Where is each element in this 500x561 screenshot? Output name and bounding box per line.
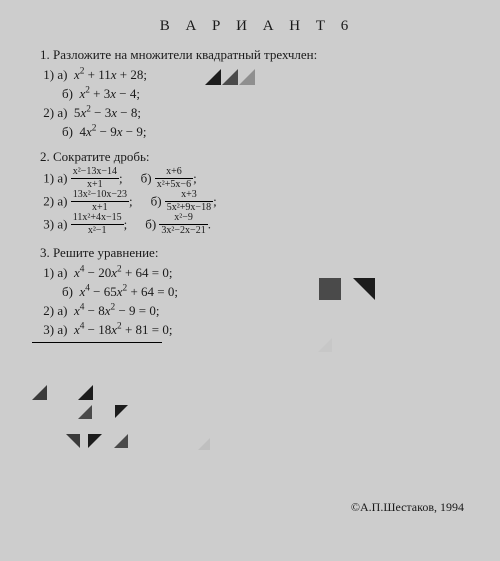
t2r2a-num: 13x²−10x−23 [71, 190, 129, 202]
task2-heading: 2. Сократите дробь: [28, 149, 466, 165]
artifact-icon [222, 69, 238, 85]
t2r1b-num: x+6 [155, 167, 193, 179]
artifact-icon [318, 338, 332, 352]
variant-title: В А Р И А Н Т 6 [28, 18, 466, 35]
artifact-icon [78, 405, 92, 419]
artifact-icon [32, 385, 47, 400]
task1-heading: 1. Разложите на множители квадратный тре… [28, 47, 466, 63]
t2r3a-den: x²−1 [71, 225, 124, 236]
document-page: В А Р И А Н Т 6 1. Разложите на множител… [0, 0, 500, 361]
task2-row3: 3) а) 11x²+4x−15x²−1; б) x²−93x²−2x−21. [28, 214, 466, 237]
artifact-icon [78, 385, 93, 400]
task3-1a: 1) а) x4 − 20x2 + 64 = 0; [28, 264, 466, 283]
task3-1b: б) x4 − 65x2 + 64 = 0; [28, 283, 466, 302]
t2r3b-num: x²−9 [159, 213, 207, 225]
t2r1a-num: x²−13x−14 [71, 167, 119, 179]
t2r3a-num: 11x²+4x−15 [71, 213, 124, 225]
artifact-icon [205, 69, 221, 85]
task2-row2: 2) а) 13x²−10x−23x+1; б) x+35x²+9x−18; [28, 191, 466, 214]
task1-1b: б) x2 + 3x − 4; [28, 85, 466, 104]
artifact-icon [88, 434, 102, 448]
task3-3a: 3) а) x4 − 18x2 + 81 = 0; [28, 321, 466, 340]
separator-line [32, 342, 162, 343]
artifact-icon [353, 278, 375, 300]
artifact-icon [198, 438, 210, 450]
artifact-icon [115, 405, 128, 418]
copyright: ©А.П.Шестаков, 1994 [351, 500, 464, 515]
t2r3b-den: 3x²−2x−21 [159, 225, 207, 236]
artifact-icon [66, 434, 80, 448]
task2-row1: 1) а) x²−13x−14x+1; б) x+6x²+5x−6; [28, 168, 466, 191]
task3-2a: 2) а) x4 − 8x2 − 9 = 0; [28, 302, 466, 321]
task1-2a: 2) а) 5x2 − 3x − 8; [28, 104, 466, 123]
artifact-icon [239, 69, 255, 85]
artifact-icon [114, 434, 128, 448]
task3-heading: 3. Решите уравнение: [28, 245, 466, 261]
t2r2b-num: x+3 [165, 190, 213, 202]
task1-2b: б) 4x2 − 9x − 9; [28, 123, 466, 142]
artifact-square-icon [319, 278, 341, 300]
